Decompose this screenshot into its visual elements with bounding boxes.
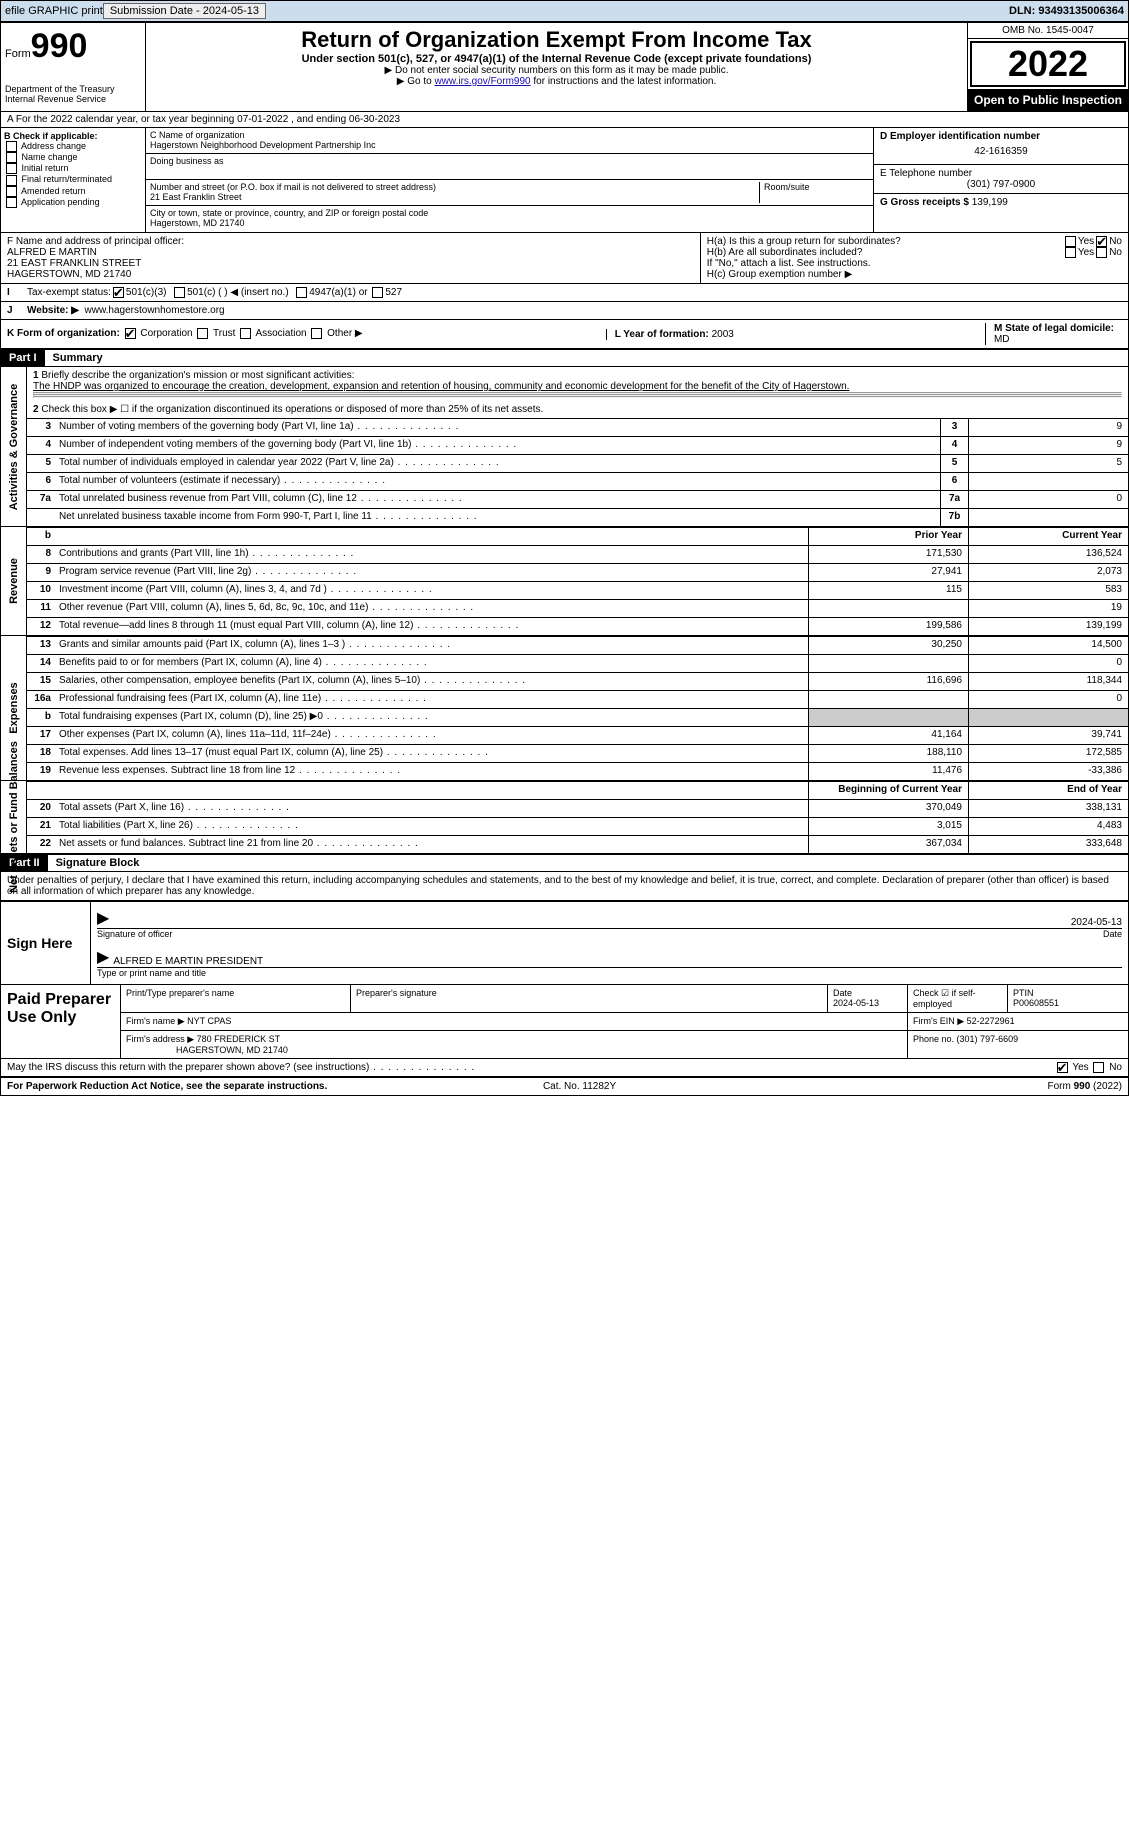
efile-label: efile GRAPHIC print	[5, 5, 103, 17]
revenue-label: Revenue	[1, 527, 27, 635]
section-h: H(a) Is this a group return for subordin…	[700, 233, 1128, 283]
org-name: Hagerstown Neighborhood Development Part…	[150, 140, 869, 150]
summary-line: 14Benefits paid to or for members (Part …	[27, 654, 1128, 672]
perjury-declaration: Under penalties of perjury, I declare th…	[1, 872, 1128, 900]
501c-checkbox[interactable]	[174, 287, 185, 298]
form-990: Form990 Department of the Treasury Inter…	[0, 22, 1129, 1096]
summary-line: 18Total expenses. Add lines 13–17 (must …	[27, 744, 1128, 762]
submission-date-button[interactable]: Submission Date - 2024-05-13	[103, 3, 266, 19]
summary-line: 8Contributions and grants (Part VIII, li…	[27, 545, 1128, 563]
section-j: JWebsite: ▶ www.hagerstownhomestore.org	[1, 301, 1128, 319]
section-i: ITax-exempt status: 501(c)(3) 501(c) ( )…	[1, 283, 1128, 301]
hb-yes[interactable]	[1065, 247, 1076, 258]
summary-line: 19Revenue less expenses. Subtract line 1…	[27, 762, 1128, 780]
net-assets-label: Net Assets or Fund Balances	[1, 781, 27, 853]
corp-checkbox[interactable]	[125, 328, 136, 339]
section-deg: D Employer identification number 42-1616…	[873, 128, 1128, 232]
phone: (301) 797-0900	[880, 179, 1122, 190]
section-f: F Name and address of principal officer:…	[1, 233, 700, 283]
summary-line: 16aProfessional fundraising fees (Part I…	[27, 690, 1128, 708]
section-b: B Check if applicable: Address change Na…	[1, 128, 146, 232]
form-footer: Form 990 (2022)	[1047, 1081, 1121, 1092]
trust-checkbox[interactable]	[197, 328, 208, 339]
summary-line: 10Investment income (Part VIII, column (…	[27, 581, 1128, 599]
ha-no[interactable]	[1096, 236, 1107, 247]
summary-line: Net unrelated business taxable income fr…	[27, 508, 1128, 526]
section-c: C Name of organization Hagerstown Neighb…	[146, 128, 873, 232]
hb-no[interactable]	[1096, 247, 1107, 258]
form-id-cell: Form990 Department of the Treasury Inter…	[1, 23, 146, 111]
form-title: Return of Organization Exempt From Incom…	[150, 27, 963, 53]
address-change-checkbox[interactable]	[6, 141, 17, 152]
summary-line: 22Net assets or fund balances. Subtract …	[27, 835, 1128, 853]
sign-here-label: Sign Here	[1, 902, 91, 984]
efile-header: efile GRAPHIC print Submission Date - 20…	[0, 0, 1129, 22]
website: www.hagerstownhomestore.org	[85, 305, 225, 316]
form990-link[interactable]: www.irs.gov/Form990	[434, 76, 530, 87]
summary-line: bTotal fundraising expenses (Part IX, co…	[27, 708, 1128, 726]
other-checkbox[interactable]	[311, 328, 322, 339]
summary-line: 5Total number of individuals employed in…	[27, 454, 1128, 472]
activities-governance-label: Activities & Governance	[1, 367, 27, 526]
summary-line: 3Number of voting members of the governi…	[27, 418, 1128, 436]
ha-yes[interactable]	[1065, 236, 1076, 247]
gross-receipts: 139,199	[972, 197, 1008, 208]
amended-return-checkbox[interactable]	[6, 186, 17, 197]
summary-line: 17Other expenses (Part IX, column (A), l…	[27, 726, 1128, 744]
summary-line: 9Program service revenue (Part VIII, lin…	[27, 563, 1128, 581]
501c3-checkbox[interactable]	[113, 287, 124, 298]
discuss-row: May the IRS discuss this return with the…	[1, 1058, 1128, 1076]
summary-line: 13Grants and similar amounts paid (Part …	[27, 636, 1128, 654]
summary-line: 7aTotal unrelated business revenue from …	[27, 490, 1128, 508]
discuss-yes[interactable]	[1057, 1062, 1068, 1073]
arrow-icon: ▶	[97, 947, 109, 967]
period-line: A For the 2022 calendar year, or tax yea…	[1, 111, 1128, 127]
ein: 42-1616359	[880, 142, 1122, 161]
form-title-cell: Return of Organization Exempt From Incom…	[146, 23, 968, 111]
initial-return-checkbox[interactable]	[6, 163, 17, 174]
summary-line: 21Total liabilities (Part X, line 26) 3,…	[27, 817, 1128, 835]
section-klm: K Form of organization: Corporation Trus…	[1, 319, 1128, 348]
summary-line: 11Other revenue (Part VIII, column (A), …	[27, 599, 1128, 617]
final-return-checkbox[interactable]	[6, 175, 17, 186]
paperwork-notice: For Paperwork Reduction Act Notice, see …	[7, 1081, 327, 1092]
527-checkbox[interactable]	[372, 287, 383, 298]
dln: DLN: 93493135006364	[1009, 5, 1124, 17]
discuss-no[interactable]	[1093, 1062, 1104, 1073]
summary-line: 15Salaries, other compensation, employee…	[27, 672, 1128, 690]
part-1-header: Part I	[1, 350, 45, 366]
summary-line: 4Number of independent voting members of…	[27, 436, 1128, 454]
arrow-icon: ▶	[97, 908, 109, 928]
4947-checkbox[interactable]	[296, 287, 307, 298]
mission-text: The HNDP was organized to encourage the …	[33, 381, 849, 392]
summary-line: 20Total assets (Part X, line 16) 370,049…	[27, 799, 1128, 817]
paid-preparer-label: Paid Preparer Use Only	[1, 985, 121, 1058]
year-cell: OMB No. 1545-0047 2022 Open to Public In…	[968, 23, 1128, 111]
name-change-checkbox[interactable]	[6, 152, 17, 163]
summary-line: 6Total number of volunteers (estimate if…	[27, 472, 1128, 490]
summary-line: 12Total revenue—add lines 8 through 11 (…	[27, 617, 1128, 635]
assoc-checkbox[interactable]	[240, 328, 251, 339]
application-pending-checkbox[interactable]	[6, 197, 17, 208]
